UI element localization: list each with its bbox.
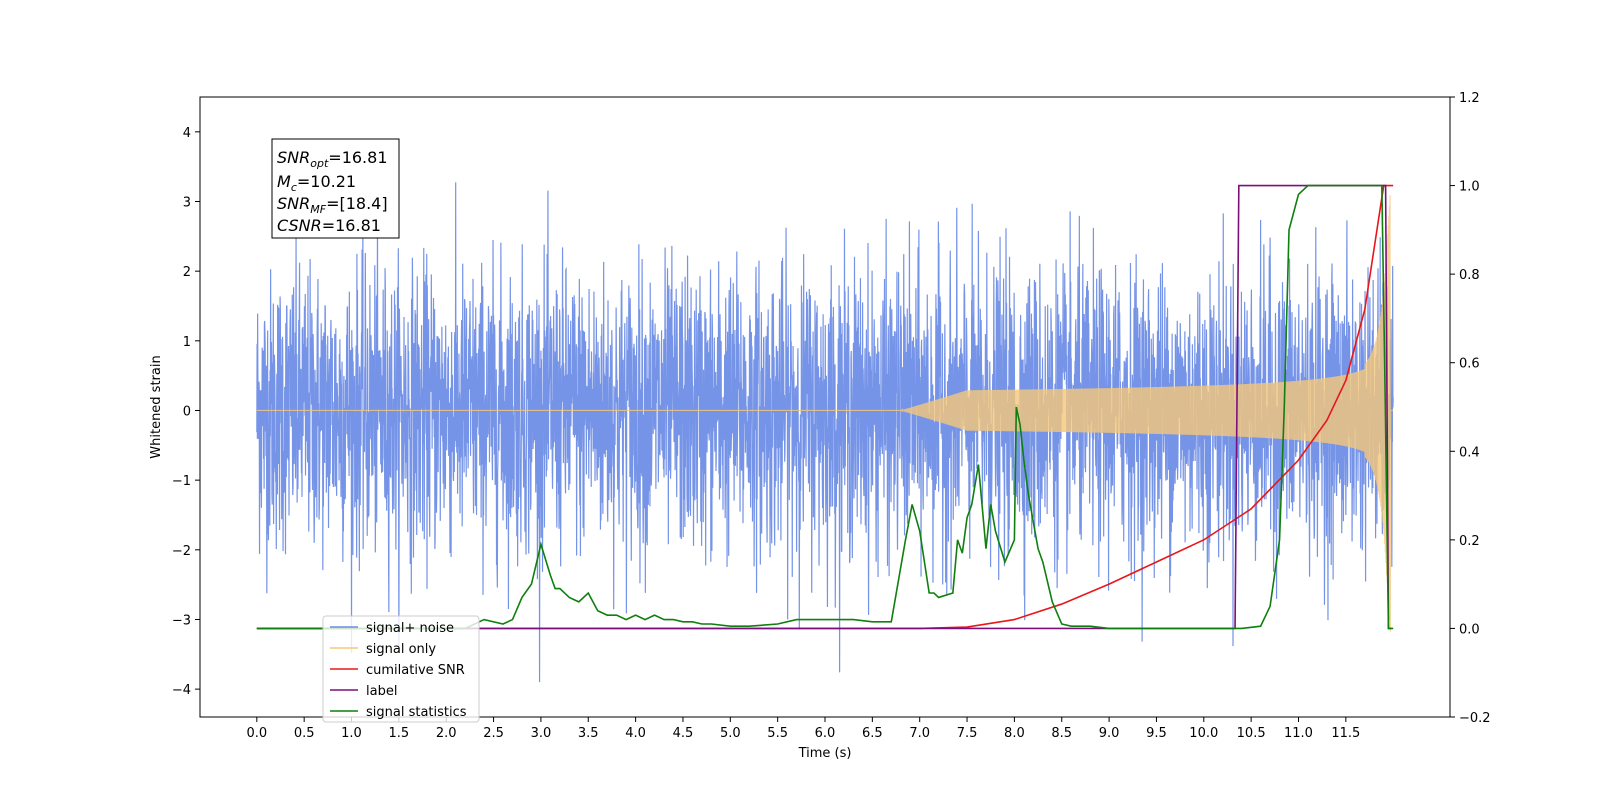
y2-tick-label: 0.0	[1459, 622, 1480, 637]
annotation-box: SNRopt=16.81 Mc=10.21 SNRMF=[18.4] CSNR=…	[271, 138, 400, 239]
x-tick-label: 10.5	[1237, 726, 1266, 741]
y2-tick-label: 1.2	[1459, 91, 1480, 106]
y-axis-label: Whitened strain	[149, 355, 164, 458]
x-tick-label: 2.5	[483, 726, 504, 741]
x-axis-label: Time (s)	[798, 746, 852, 761]
x-tick-label: 9.5	[1146, 726, 1167, 741]
legend-frame	[322, 615, 480, 723]
y-tick-label: 0	[183, 404, 191, 419]
y-axis-right: 1.2 1.0 0.8 0.6 0.4 0.2 0.0 −0.2	[1450, 91, 1491, 726]
x-tick-label: 11.0	[1284, 726, 1313, 741]
y2-tick-label: 1.0	[1459, 180, 1480, 195]
x-tick-label: 3.0	[531, 726, 552, 741]
legend-label-signal-statistics: signal statistics	[366, 705, 467, 720]
x-tick-label: 7.5	[957, 726, 978, 741]
y2-tick-label: 0.6	[1459, 357, 1480, 372]
x-tick-label: 4.5	[673, 726, 694, 741]
y-tick-label: −4	[172, 683, 191, 698]
y2-tick-label: 0.2	[1459, 534, 1480, 549]
x-axis: 0.0 0.5 1.0 1.5 2.0 2.5 3.0 3.5 4.0 4.5 5.0 5.5 6.0 6…	[246, 717, 1360, 741]
annotation-snr-opt: SNRopt=16.81	[277, 148, 388, 170]
y2-tick-label: −0.2	[1459, 711, 1491, 726]
x-tick-label: 10.0	[1189, 726, 1218, 741]
legend-label-signal-only: signal only	[366, 642, 436, 657]
y2-tick-label: 0.4	[1459, 445, 1480, 460]
y-tick-label: −3	[172, 613, 191, 628]
series-layer	[256, 182, 1394, 683]
series-signal-only-line	[256, 195, 1394, 632]
annotation-frame	[271, 138, 400, 239]
x-tick-label: 9.0	[1099, 726, 1120, 741]
x-tick-label: 1.5	[389, 726, 410, 741]
y-tick-label: 1	[183, 335, 191, 350]
x-tick-label: 1.0	[341, 726, 362, 741]
x-tick-label: 7.0	[909, 726, 930, 741]
x-tick-label: 3.5	[578, 726, 599, 741]
annotation-snr-mf: SNRMF=[18.4]	[277, 194, 388, 216]
x-tick-label: 6.0	[815, 726, 836, 741]
y-tick-label: 2	[183, 265, 191, 280]
x-tick-label: 0.5	[294, 726, 315, 741]
x-tick-label: 8.5	[1051, 726, 1072, 741]
legend-label-signal-noise: signal+ noise	[366, 621, 454, 636]
y-tick-label: 4	[183, 126, 191, 141]
annotation-mc: Mc=10.21	[277, 172, 356, 194]
legend-label-label: label	[366, 684, 397, 699]
annotation-csnr: CSNR=16.81	[277, 216, 381, 235]
x-tick-label: 6.5	[862, 726, 883, 741]
series-cumulative-snr-line	[256, 184, 1394, 630]
y-axis-left: 4 3 2 1 0 −1 −2 −3 −4	[172, 126, 200, 698]
x-tick-label: 5.0	[720, 726, 741, 741]
x-tick-label: 11.5	[1331, 726, 1360, 741]
x-tick-label: 2.0	[436, 726, 457, 741]
x-tick-label: 0.0	[246, 726, 267, 741]
x-tick-label: 5.5	[767, 726, 788, 741]
x-tick-label: 4.0	[625, 726, 646, 741]
y-tick-label: 3	[183, 195, 191, 210]
legend-label-cumulative-snr: cumilative SNR	[366, 663, 465, 678]
series-signal-statistics-line	[256, 184, 1394, 630]
y2-tick-label: 0.8	[1459, 268, 1480, 283]
x-tick-label: 8.0	[1004, 726, 1025, 741]
y-tick-label: −2	[172, 544, 191, 559]
y-tick-label: −1	[172, 474, 191, 489]
legend: signal+ noise signal only cumilative SNR…	[322, 615, 480, 723]
